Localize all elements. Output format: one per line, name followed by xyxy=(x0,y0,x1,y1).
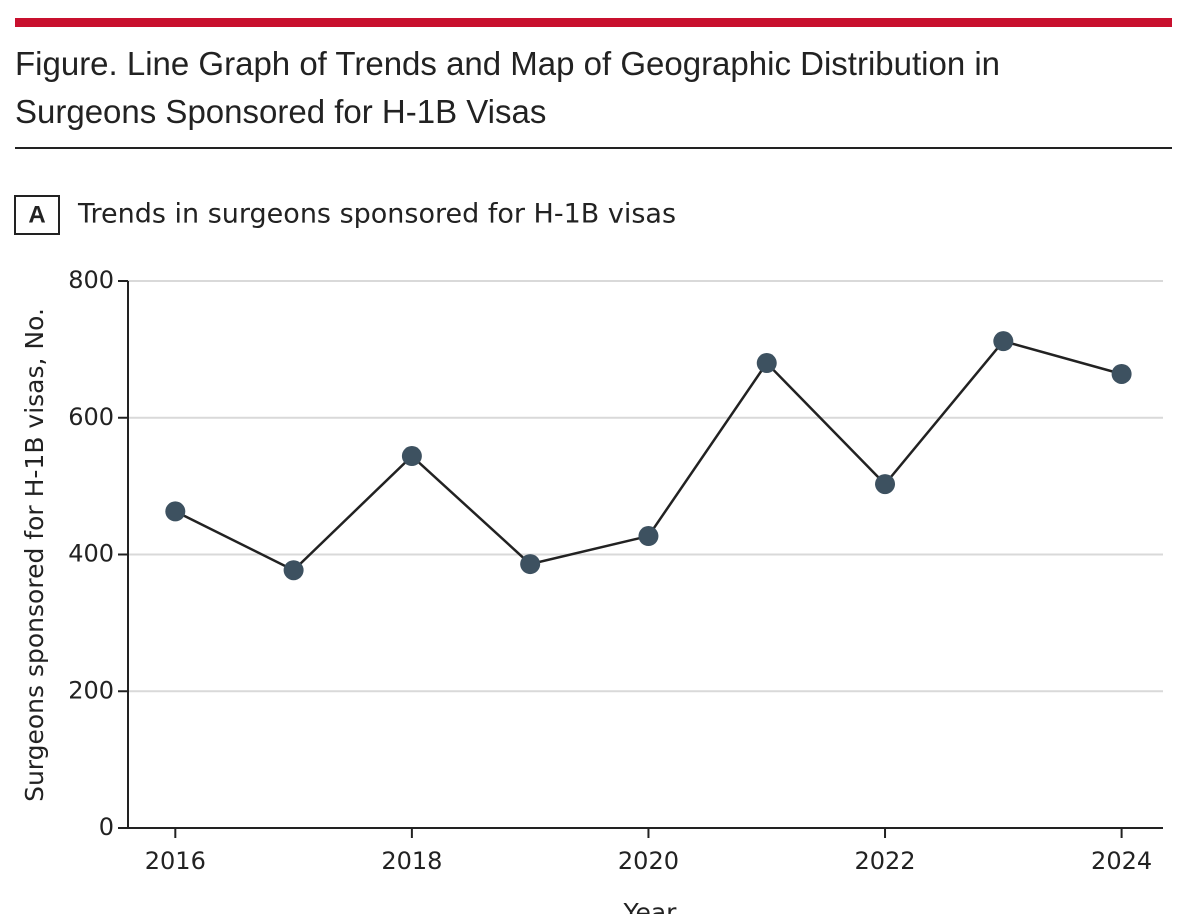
y-tick-label: 200 xyxy=(68,676,114,704)
point xyxy=(875,474,896,495)
panel-box xyxy=(14,195,60,235)
point xyxy=(638,526,659,547)
point xyxy=(993,331,1014,352)
point xyxy=(165,501,186,522)
point xyxy=(520,554,541,575)
x-tick-label: 2020 xyxy=(618,847,679,875)
x-tick-label: 2022 xyxy=(854,847,915,875)
point xyxy=(283,560,304,581)
y-tick-label: 800 xyxy=(68,266,114,294)
panel-label: A xyxy=(28,201,45,228)
x-tick-label: 2016 xyxy=(145,847,206,875)
y-tick-label: 600 xyxy=(68,403,114,431)
y-tick-label: 0 xyxy=(99,813,114,841)
x-tick-label: 2024 xyxy=(1091,847,1152,875)
y-axis-label: Surgeons sponsored for H-1B visas, No. xyxy=(20,308,49,802)
figure-title: Figure. Line Graph of Trends and Map of … xyxy=(15,45,1001,130)
x-tick-label: 2018 xyxy=(381,847,442,875)
title-rule xyxy=(15,147,1172,149)
point xyxy=(756,353,777,374)
subtitle: Trends in surgeons sponsored for H-1B vi… xyxy=(77,199,676,230)
x-axis-label: Year xyxy=(623,898,678,914)
point xyxy=(401,446,422,467)
top-bar xyxy=(15,18,1172,27)
point xyxy=(1111,363,1132,384)
y-tick-label: 400 xyxy=(68,540,114,568)
